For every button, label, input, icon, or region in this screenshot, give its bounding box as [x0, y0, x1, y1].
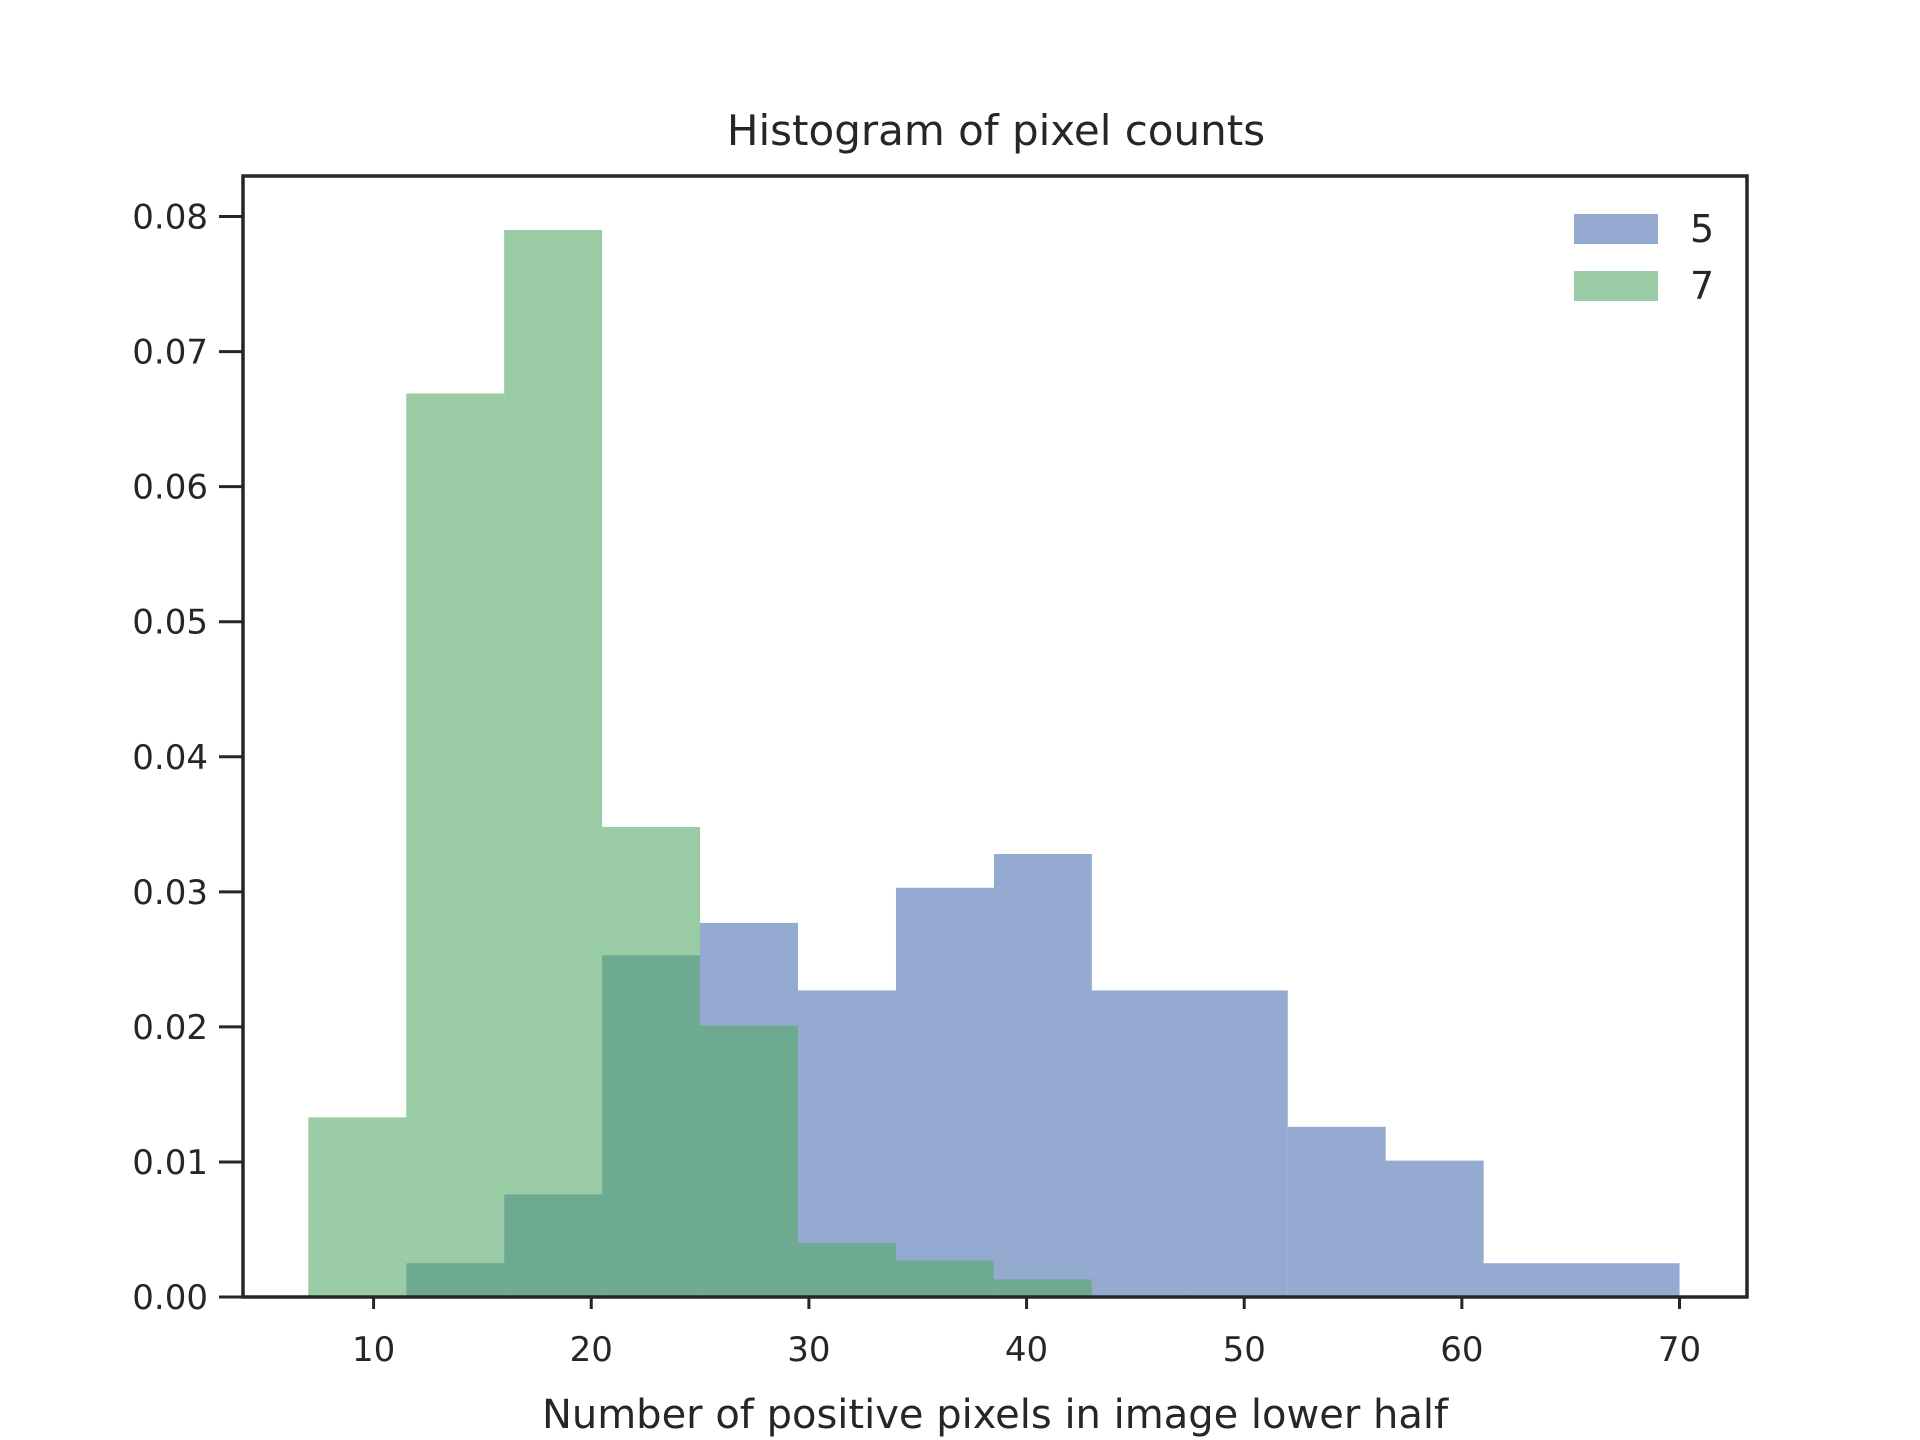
y-tick-label: 0.07: [132, 333, 208, 373]
x-tick-label: 50: [1223, 1330, 1266, 1370]
y-tick-label: 0.03: [132, 873, 208, 913]
bar-series-5-bin-12: [1581, 1263, 1680, 1297]
legend-label-7: 7: [1690, 264, 1714, 308]
bar-series-5-bin-8: [1189, 990, 1288, 1297]
y-tick-label: 0.01: [132, 1143, 208, 1183]
y-tick-label: 0.08: [132, 198, 208, 238]
bar-series-7-bin-6: [895, 1260, 994, 1297]
bar-series-5-bin-11: [1483, 1263, 1582, 1297]
x-tick-label: 10: [352, 1330, 395, 1370]
y-tick-label: 0.04: [132, 738, 208, 778]
x-tick-label: 40: [1005, 1330, 1048, 1370]
x-tick-label: 20: [570, 1330, 613, 1370]
legend: 57: [1574, 207, 1714, 308]
bar-series-5-bin-7: [1091, 990, 1190, 1297]
x-axis-ticks: 10 20 30 40 50 60 70: [352, 1297, 1701, 1370]
bar-series-7-bin-3: [602, 826, 701, 1297]
legend-swatch-5: [1574, 214, 1658, 244]
bar-series-7-bin-1: [406, 393, 505, 1297]
y-axis-ticks: 0.00 0.01 0.02 0.03 0.04 0.05 0.06 0.07 0.08: [132, 198, 243, 1318]
bar-series-5-bin-10: [1385, 1160, 1484, 1297]
y-tick-label: 0.05: [132, 603, 208, 643]
y-tick-label: 0.06: [132, 468, 208, 508]
x-tick-label: 70: [1658, 1330, 1701, 1370]
bar-series-7-bin-2: [504, 230, 603, 1298]
plot-frame: [241, 174, 1749, 1299]
legend-label-5: 5: [1690, 207, 1714, 251]
bar-series-5-bin-5: [895, 887, 994, 1297]
x-tick-label: 30: [787, 1330, 830, 1370]
bar-series-5-bin-9: [1287, 1126, 1386, 1297]
legend-swatch-7: [1574, 271, 1658, 301]
bar-series-7-bin-0: [308, 1117, 407, 1297]
bar-series-7-bin-5: [798, 1242, 896, 1297]
bar-series-7-bin-7: [993, 1279, 1092, 1297]
x-axis-label: Number of positive pixels in image lower…: [542, 1392, 1449, 1438]
y-tick-label: 0.00: [132, 1278, 208, 1318]
bars-layer: [308, 230, 1680, 1298]
bar-series-7-bin-4: [700, 1025, 799, 1297]
chart-title: Histogram of pixel counts: [727, 106, 1265, 155]
bar-series-5-bin-6: [993, 854, 1092, 1297]
x-tick-label: 60: [1440, 1330, 1483, 1370]
y-tick-label: 0.02: [132, 1008, 208, 1048]
